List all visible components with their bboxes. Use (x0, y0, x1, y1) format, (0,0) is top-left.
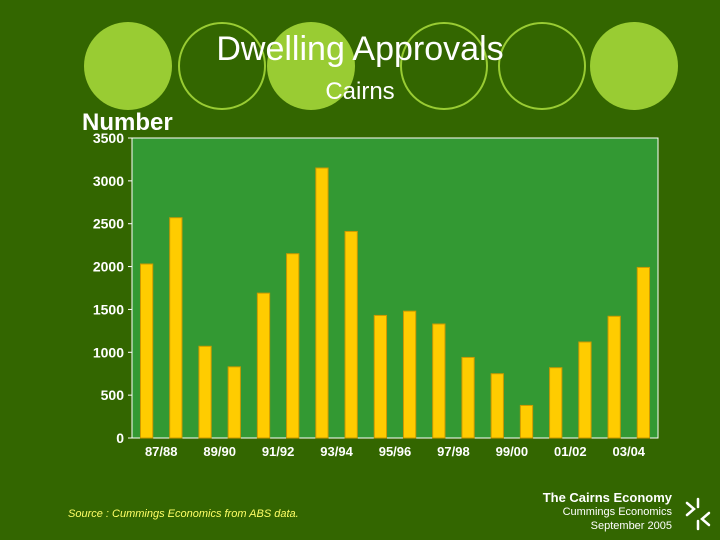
plot-area (131, 137, 659, 439)
bar-95-96 (373, 314, 388, 439)
x-tick-label: 97/98 (437, 444, 470, 459)
y-tick-label: 3000 (93, 173, 124, 189)
y-tick-label: 1500 (93, 301, 124, 317)
y-tick-label: 3500 (93, 130, 124, 146)
y-tick-label: 2000 (93, 259, 124, 275)
y-tick-label: 500 (101, 387, 125, 403)
circle-decoration (267, 22, 355, 110)
bar-01-02 (549, 367, 563, 439)
y-tick-label: 1000 (93, 344, 124, 360)
x-tick-label: 93/94 (320, 444, 353, 459)
circle-decoration (590, 22, 678, 110)
bar-91-92 (256, 292, 271, 439)
x-tick-label: 95/96 (379, 444, 412, 459)
bar-04-05 (636, 266, 651, 439)
footer-credits: The Cairns Economy Cummings Economics Se… (543, 490, 672, 533)
bar-92-93 (286, 253, 300, 439)
bar-03-04 (607, 315, 621, 439)
x-tick-label: 01/02 (554, 444, 587, 459)
bar-97-98 (432, 323, 446, 439)
bar-chart: Number 0 500 1000 1500 2000 2500 3000 3500 87/8… (82, 109, 659, 459)
footer-line2: September 2005 (590, 520, 672, 532)
footer-org: The Cairns Economy (542, 490, 672, 505)
x-tick-label: 87/88 (145, 444, 178, 459)
bar-00-01 (519, 404, 534, 439)
bar-99-00 (490, 373, 504, 439)
x-tick-label: 03/04 (613, 444, 646, 459)
slide-subtitle: Cairns (325, 78, 395, 105)
x-tick-label: 99/00 (496, 444, 529, 459)
circle-decoration (498, 22, 586, 110)
bar-96-97 (402, 310, 417, 439)
y-tick-label: 0 (116, 430, 124, 446)
bar-89-90 (198, 345, 212, 439)
bar-87-88 (139, 263, 154, 439)
bar-series (139, 167, 651, 439)
y-tick-label: 2500 (93, 216, 124, 232)
slide-title: Dwelling Approvals (216, 30, 504, 68)
circle-decoration (84, 22, 172, 110)
bar-90-91 (227, 366, 241, 439)
cairns-logo-icon (685, 497, 711, 531)
source-note: Source : Cummings Economics from ABS dat… (68, 508, 299, 520)
bar-88-89 (169, 217, 183, 439)
circle-decoration (178, 22, 266, 110)
bar-98-99 (461, 356, 475, 439)
x-tick-label: 91/92 (262, 444, 295, 459)
x-axis: 87/88 89/90 91/92 93/94 95/96 97/98 99/00 01/02… (145, 444, 646, 459)
bar-93-94 (315, 167, 329, 439)
bar-94-95 (344, 230, 358, 439)
y-axis-label: Number (82, 109, 173, 136)
circle-decoration (400, 22, 488, 110)
y-axis: 0 500 1000 1500 2000 2500 3000 3500 (93, 130, 132, 446)
x-tick-label: 89/90 (203, 444, 236, 459)
footer-line1: Cummings Economics (562, 506, 672, 518)
bar-02-03 (578, 341, 592, 439)
